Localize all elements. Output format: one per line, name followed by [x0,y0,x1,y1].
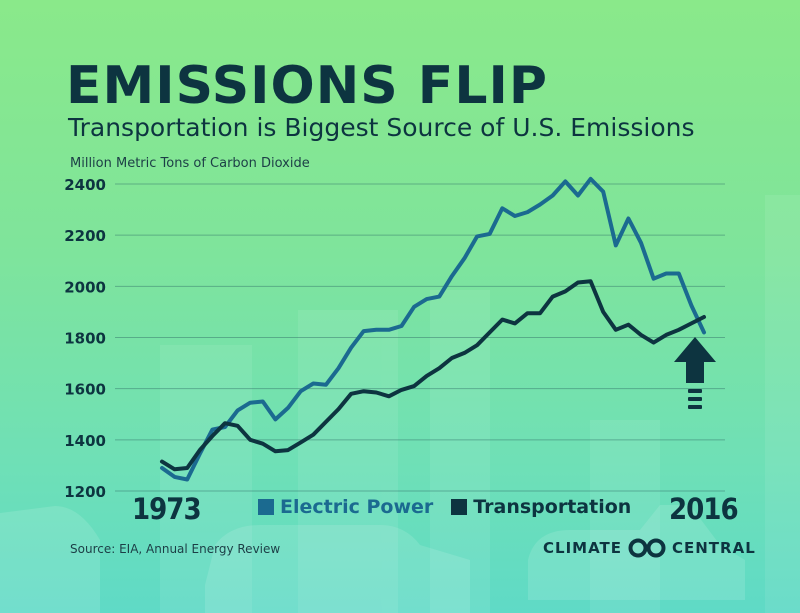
arrow-dash [688,397,702,401]
y-tick-label: 1600 [64,381,106,399]
legend: Electric Power Transportation [258,496,649,518]
logo-rings-icon [628,538,666,558]
source-note: Source: EIA, Annual Energy Review [70,542,281,556]
y-tick-labels: 1200 1400 1600 1800 2000 2200 2400 [64,176,106,501]
arrow-dash [688,405,702,409]
logo-text-left: CLIMATE [543,539,622,557]
y-tick-label: 1200 [64,483,106,501]
y-tick-label: 1800 [64,330,106,348]
y-tick-label: 2000 [64,278,106,296]
legend-label-transportation: Transportation [473,496,632,518]
chart-title: EMISSIONS FLIP [66,56,548,116]
logo-text-right: CENTRAL [672,539,756,557]
series-line-transportation [160,279,706,472]
legend-swatch-transportation [451,499,468,515]
up-arrow-icon [674,337,716,409]
series-lines [160,176,706,482]
x-tick-label-start: 1973 [132,492,202,526]
y-tick-label: 2400 [64,176,106,194]
arrow-dash [688,389,702,393]
legend-swatch-electric-power [258,499,274,515]
y-tick-label: 1400 [64,432,106,450]
x-tick-label-end: 2016 [669,492,739,526]
chart-subtitle: Transportation is Biggest Source of U.S.… [68,113,695,142]
arrow-head-shaft [674,337,716,383]
y-tick-label: 2200 [64,227,106,245]
y-axis-label: Million Metric Tons of Carbon Dioxide [70,156,310,171]
series-line-electric-power [160,176,706,482]
legend-item-transportation: Transportation [451,496,631,518]
legend-item-electric-power: Electric Power [258,496,433,518]
legend-label-electric-power: Electric Power [280,496,434,518]
climate-central-logo: CLIMATE CENTRAL [543,538,756,558]
gridlines [115,183,725,492]
